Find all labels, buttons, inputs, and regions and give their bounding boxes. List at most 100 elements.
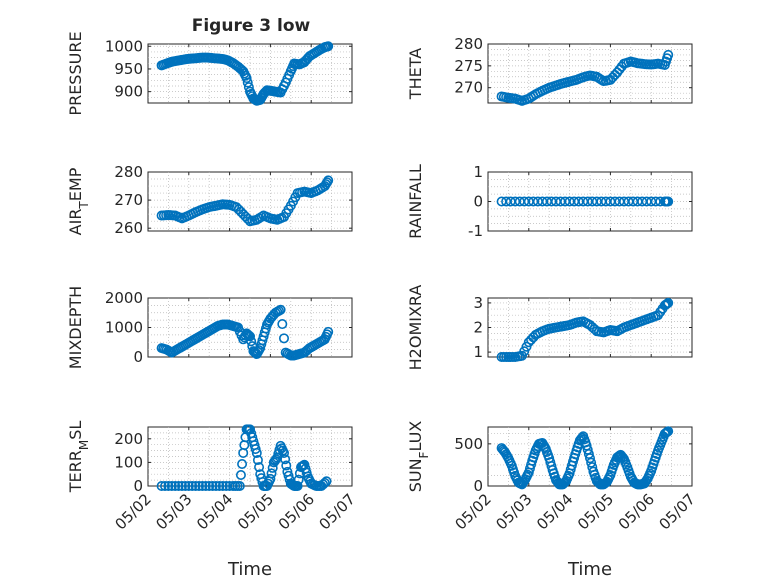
series-points — [156, 175, 334, 227]
y-tick-label: 1000 — [105, 37, 143, 55]
data-point — [323, 175, 334, 186]
data-point — [265, 473, 276, 484]
x-tick-label: 05/07 — [316, 490, 359, 533]
x-tick-label: 05/05 — [234, 490, 277, 533]
data-point — [217, 480, 228, 491]
data-point-interp — [280, 454, 291, 465]
data-point-interp — [281, 460, 292, 471]
data-point-interp — [204, 480, 215, 491]
y-tick-label: 270 — [454, 79, 483, 97]
data-point-interp — [200, 480, 211, 491]
data-point-interp — [266, 468, 277, 479]
y-tick-label: 3 — [473, 294, 483, 312]
y-tick-label: 275 — [454, 57, 483, 75]
data-point — [241, 73, 252, 84]
data-point-interp — [252, 455, 263, 466]
data-point — [275, 304, 286, 315]
y-axis-label: PRESSURE — [66, 31, 85, 115]
subplot-rainfall: -1 0 1 RAINFALL — [406, 163, 693, 240]
data-point-interp — [242, 77, 253, 88]
data-point-interp — [183, 480, 194, 491]
data-point — [323, 41, 334, 52]
x-tick-label: 05/04 — [533, 490, 576, 533]
series-points — [496, 297, 674, 362]
y-tick-label: 100 — [114, 453, 143, 471]
data-point — [663, 196, 674, 207]
y-tick-label: 280 — [454, 35, 483, 53]
series-points — [156, 41, 334, 106]
y-tick-label: 500 — [454, 435, 483, 453]
data-point — [234, 480, 245, 491]
subplot-h2omixra: 1 2 3 H2OMIXRA — [406, 285, 693, 371]
data-point-interp — [235, 469, 246, 480]
data-point — [278, 447, 289, 458]
y-tick-label: 0 — [473, 193, 483, 211]
y-tick-label: 950 — [114, 60, 143, 78]
y-tick-label: 200 — [114, 430, 143, 448]
series-points — [156, 424, 332, 491]
data-point — [156, 480, 167, 491]
data-point-interp — [293, 474, 304, 485]
y-tick-label: 1 — [473, 163, 483, 181]
y-axis-label: TERRMSL — [66, 421, 91, 494]
y-tick-label: 260 — [114, 219, 143, 237]
data-point — [245, 331, 256, 342]
y-tick-label: 0 — [133, 477, 143, 495]
data-point-interp — [254, 462, 265, 473]
x-tick-label: 05/03 — [492, 490, 535, 533]
data-point — [663, 49, 674, 60]
x-axis-label: Time — [227, 559, 272, 580]
data-point-interp — [173, 480, 184, 491]
y-tick-label: 1000 — [105, 319, 143, 337]
x-tick-label: 05/04 — [193, 490, 236, 533]
y-axis-label: RAINFALL — [406, 164, 425, 239]
y-axis-label: H2OMIXRA — [406, 285, 425, 371]
data-point-interp — [586, 457, 597, 468]
data-point-interp — [278, 333, 289, 344]
subplot-mixdepth: 0 1000 2000 MIXDEPTH — [66, 286, 353, 369]
x-tick-label: 05/02 — [452, 490, 495, 533]
data-point — [197, 480, 208, 491]
y-tick-label: 2000 — [105, 289, 143, 307]
subplot-theta: 270 275 280 THETA — [406, 35, 693, 106]
data-point — [663, 297, 674, 308]
series-points — [156, 304, 334, 361]
x-tick-label: 05/06 — [275, 490, 318, 533]
x-tick-label: 05/07 — [656, 490, 699, 533]
y-tick-label: 270 — [114, 191, 143, 209]
y-tick-label: 2 — [473, 319, 483, 337]
data-point-interp — [246, 336, 257, 347]
data-point — [584, 453, 595, 464]
data-point — [251, 447, 262, 458]
y-tick-label: 280 — [114, 163, 143, 181]
data-point — [663, 426, 674, 437]
data-point — [292, 480, 303, 491]
data-point — [187, 480, 198, 491]
data-point — [323, 326, 334, 337]
y-tick-label: 0 — [133, 348, 143, 366]
data-point-interp — [243, 330, 254, 341]
figure-title: Figure 3 low — [192, 16, 311, 36]
x-tick-label: 05/05 — [574, 490, 617, 533]
data-point-interp — [319, 477, 330, 488]
x-tick-label: 05/02 — [112, 490, 155, 533]
series-points — [496, 196, 674, 207]
data-point-interp — [190, 480, 201, 491]
data-point-interp — [163, 480, 174, 491]
data-point — [166, 480, 177, 491]
y-axis-label: AIRTEMP — [66, 167, 91, 235]
y-tick-label: 900 — [114, 83, 143, 101]
y-tick-label: 0 — [473, 477, 483, 495]
subplot-pressure: 900 950 1000 PRESSURE — [66, 31, 353, 116]
data-point-interp — [211, 480, 222, 491]
data-point — [207, 480, 218, 491]
series-points — [496, 49, 674, 106]
data-point — [177, 480, 188, 491]
y-tick-label: 1 — [473, 343, 483, 361]
data-point-interp — [160, 480, 171, 491]
y-axis-label: SUNFLUX — [406, 421, 431, 493]
data-point-interp — [243, 82, 254, 93]
